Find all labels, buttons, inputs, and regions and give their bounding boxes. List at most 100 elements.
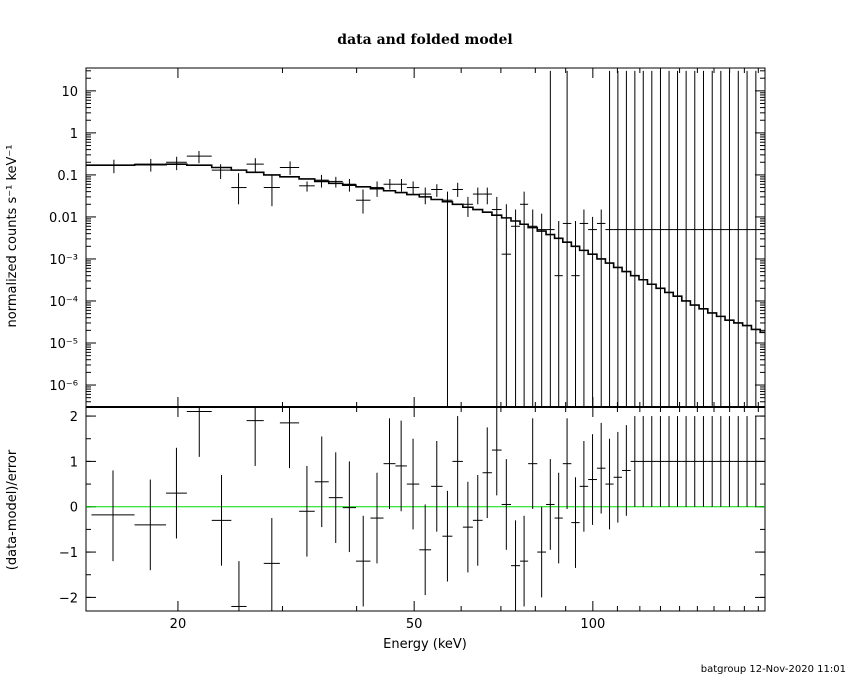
data-point [406,181,420,195]
data-point [246,158,264,172]
data-point [166,156,187,171]
data-point [707,70,717,407]
data-point [263,174,280,207]
data-point [537,213,547,407]
residual-point [520,515,529,607]
data-point [314,174,329,188]
data-point [491,196,502,407]
residual-point [605,438,614,530]
data-point [91,159,135,174]
residual-point [673,416,682,507]
data-point [681,70,691,407]
data-point [742,70,752,407]
residual-point [231,561,247,611]
data-point [656,70,665,407]
ytick-label: 1 [70,455,78,470]
residual-point [511,520,521,611]
residual-point [431,441,443,532]
residual-point [442,490,453,582]
data-point [596,209,606,407]
residual-point [725,416,734,507]
data-point [613,70,623,407]
residual-point [501,459,512,550]
xtick-label: 20 [170,617,187,632]
data-point [528,209,538,407]
data-point [699,70,708,407]
residual-point [664,416,674,507]
data-point [431,184,443,197]
residual-point [91,470,135,562]
ytick-label: 10⁻³ [49,253,78,268]
spectrum-panel: 10 1 0.1 0.01 10⁻³ 10⁻⁴ 10⁻⁵ 10⁻⁶ [49,67,766,408]
residual-point [751,416,761,507]
residual-point [299,465,315,557]
residual-point [314,436,329,528]
residual-point [211,475,232,566]
data-point [546,70,555,407]
data-point [690,70,700,407]
data-point [462,196,473,217]
chart-title: data and folded model [337,32,512,48]
ytick-label: −1 [59,546,78,561]
data-point [751,70,761,407]
residual-point [166,447,187,539]
data-point [511,209,521,407]
residual-point [246,407,264,466]
ytick-label: 10 [61,85,78,100]
xlabel: Energy (keV) [383,637,467,652]
ytick-label: 0 [70,501,78,516]
residual-point [647,416,657,507]
data-point [482,187,492,205]
data-point [562,70,572,407]
residual-point [656,416,665,507]
residual-point [383,418,396,509]
bottom-ylabel: (data-model)/error [5,449,20,570]
data-point [622,70,631,407]
data-point [299,181,315,192]
residual-point [554,472,563,564]
data-point [395,178,407,192]
data-point [419,187,432,205]
residual-point [588,434,597,525]
residual-point [328,452,343,543]
residual-point [279,407,300,469]
residual-point [395,420,407,512]
ytick-label: 0.1 [57,169,78,184]
footer-stamp: batgroup 12-Nov-2020 11:01 [701,664,846,675]
residual-point [699,416,708,507]
residual-point [622,425,631,516]
residual-point [733,416,743,507]
xtick-label: 100 [580,617,605,632]
ytick-label: 10⁻⁵ [49,337,78,352]
data-point [588,216,597,407]
residual-point [342,461,356,553]
data-point [630,70,639,407]
data-point [355,189,371,214]
data-point [211,164,232,179]
residual-point [546,459,555,550]
residual-point [562,418,572,509]
residual-point [491,407,502,496]
residual-point [579,441,589,532]
residual-point [742,416,752,507]
residual-point [186,407,212,457]
data-point [383,178,396,190]
residual-point [596,422,606,514]
residual-point [452,416,463,507]
ytick-label: 0.01 [49,211,78,226]
ytick-label: −2 [59,591,78,606]
residual-point [681,416,691,507]
residual-point [613,431,623,523]
data-point [452,182,463,197]
data-point [520,191,529,407]
data-point [370,181,384,197]
residual-point [355,515,371,607]
data-point [442,191,453,407]
top-frame [85,67,766,408]
residual-point [630,416,639,507]
data-point [664,70,674,407]
ytick-label: 10⁻⁶ [49,379,78,394]
residual-point [716,416,726,507]
residual-point [263,518,280,611]
